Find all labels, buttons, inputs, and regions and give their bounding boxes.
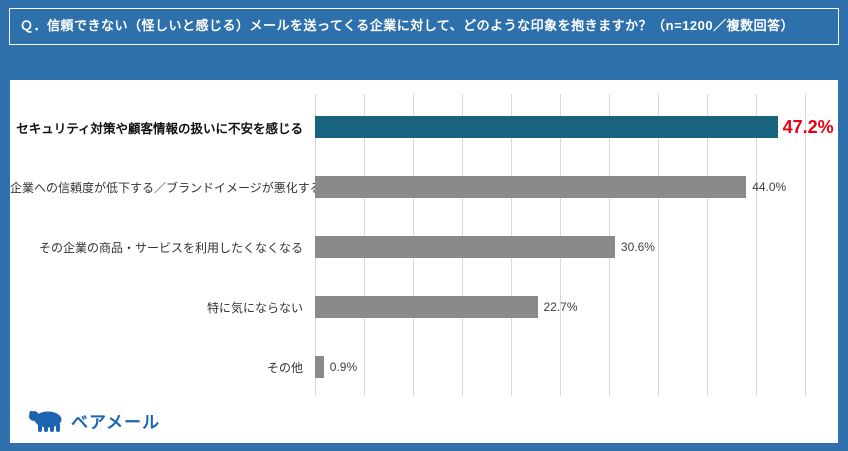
bar-track: 44.0% bbox=[315, 176, 838, 198]
chart-panel: セキュリティ対策や顧客情報の扱いに不安を感じる 47.2% 企業への信頼度が低下する… bbox=[10, 80, 838, 443]
question-title: Ｑ．信頼できない（怪しいと感じる）メールを送ってくる企業に対して、どのような印象… bbox=[20, 18, 795, 33]
category-label: 企業への信頼度が低下する／ブランドイメージが悪化する bbox=[10, 180, 322, 195]
value-label: 30.6% bbox=[620, 240, 655, 254]
brand-name: ベアメール bbox=[71, 413, 161, 432]
bar-track: 30.6% bbox=[315, 236, 838, 258]
bar-track: 47.2% bbox=[315, 116, 838, 138]
chart-row: その企業の商品・サービスを利用したくなくなる 30.6% bbox=[10, 217, 838, 277]
bar-track: 22.7% bbox=[315, 296, 838, 318]
value-label: 47.2% bbox=[782, 116, 834, 137]
chart-row: その他 0.9% bbox=[10, 337, 838, 397]
category-label: その企業の商品・サービスを利用したくなくなる bbox=[38, 240, 303, 255]
gridline bbox=[707, 94, 708, 396]
gridline bbox=[805, 94, 806, 396]
category-label: セキュリティ対策や顧客情報の扱いに不安を感じる bbox=[16, 121, 303, 136]
chart-row: 企業への信頼度が低下する／ブランドイメージが悪化する 44.0% bbox=[10, 157, 838, 217]
question-title-box: Ｑ．信頼できない（怪しいと感じる）メールを送ってくる企業に対して、どのような印象… bbox=[9, 8, 839, 45]
chart-row: セキュリティ対策や顧客情報の扱いに不安を感じる 47.2% bbox=[10, 97, 838, 157]
gridline bbox=[658, 94, 659, 396]
bar bbox=[315, 116, 778, 138]
bearmail-logo: ベアメール bbox=[28, 408, 160, 433]
category-label: 特に気にならない bbox=[206, 300, 303, 315]
chart-row: 特に気にならない 22.7% bbox=[10, 277, 838, 337]
bar-track: 0.9% bbox=[315, 356, 838, 378]
bar bbox=[315, 176, 747, 198]
bear-icon bbox=[28, 411, 62, 432]
value-label: 0.9% bbox=[329, 360, 358, 374]
value-label: 22.7% bbox=[543, 300, 578, 314]
bar bbox=[315, 236, 615, 258]
bar bbox=[315, 296, 538, 318]
bar bbox=[315, 356, 324, 378]
gridline bbox=[756, 94, 757, 396]
category-label: その他 bbox=[266, 360, 303, 375]
bar-chart: セキュリティ対策や顧客情報の扱いに不安を感じる 47.2% 企業への信頼度が低下する… bbox=[10, 97, 838, 397]
value-label: 44.0% bbox=[752, 180, 787, 194]
